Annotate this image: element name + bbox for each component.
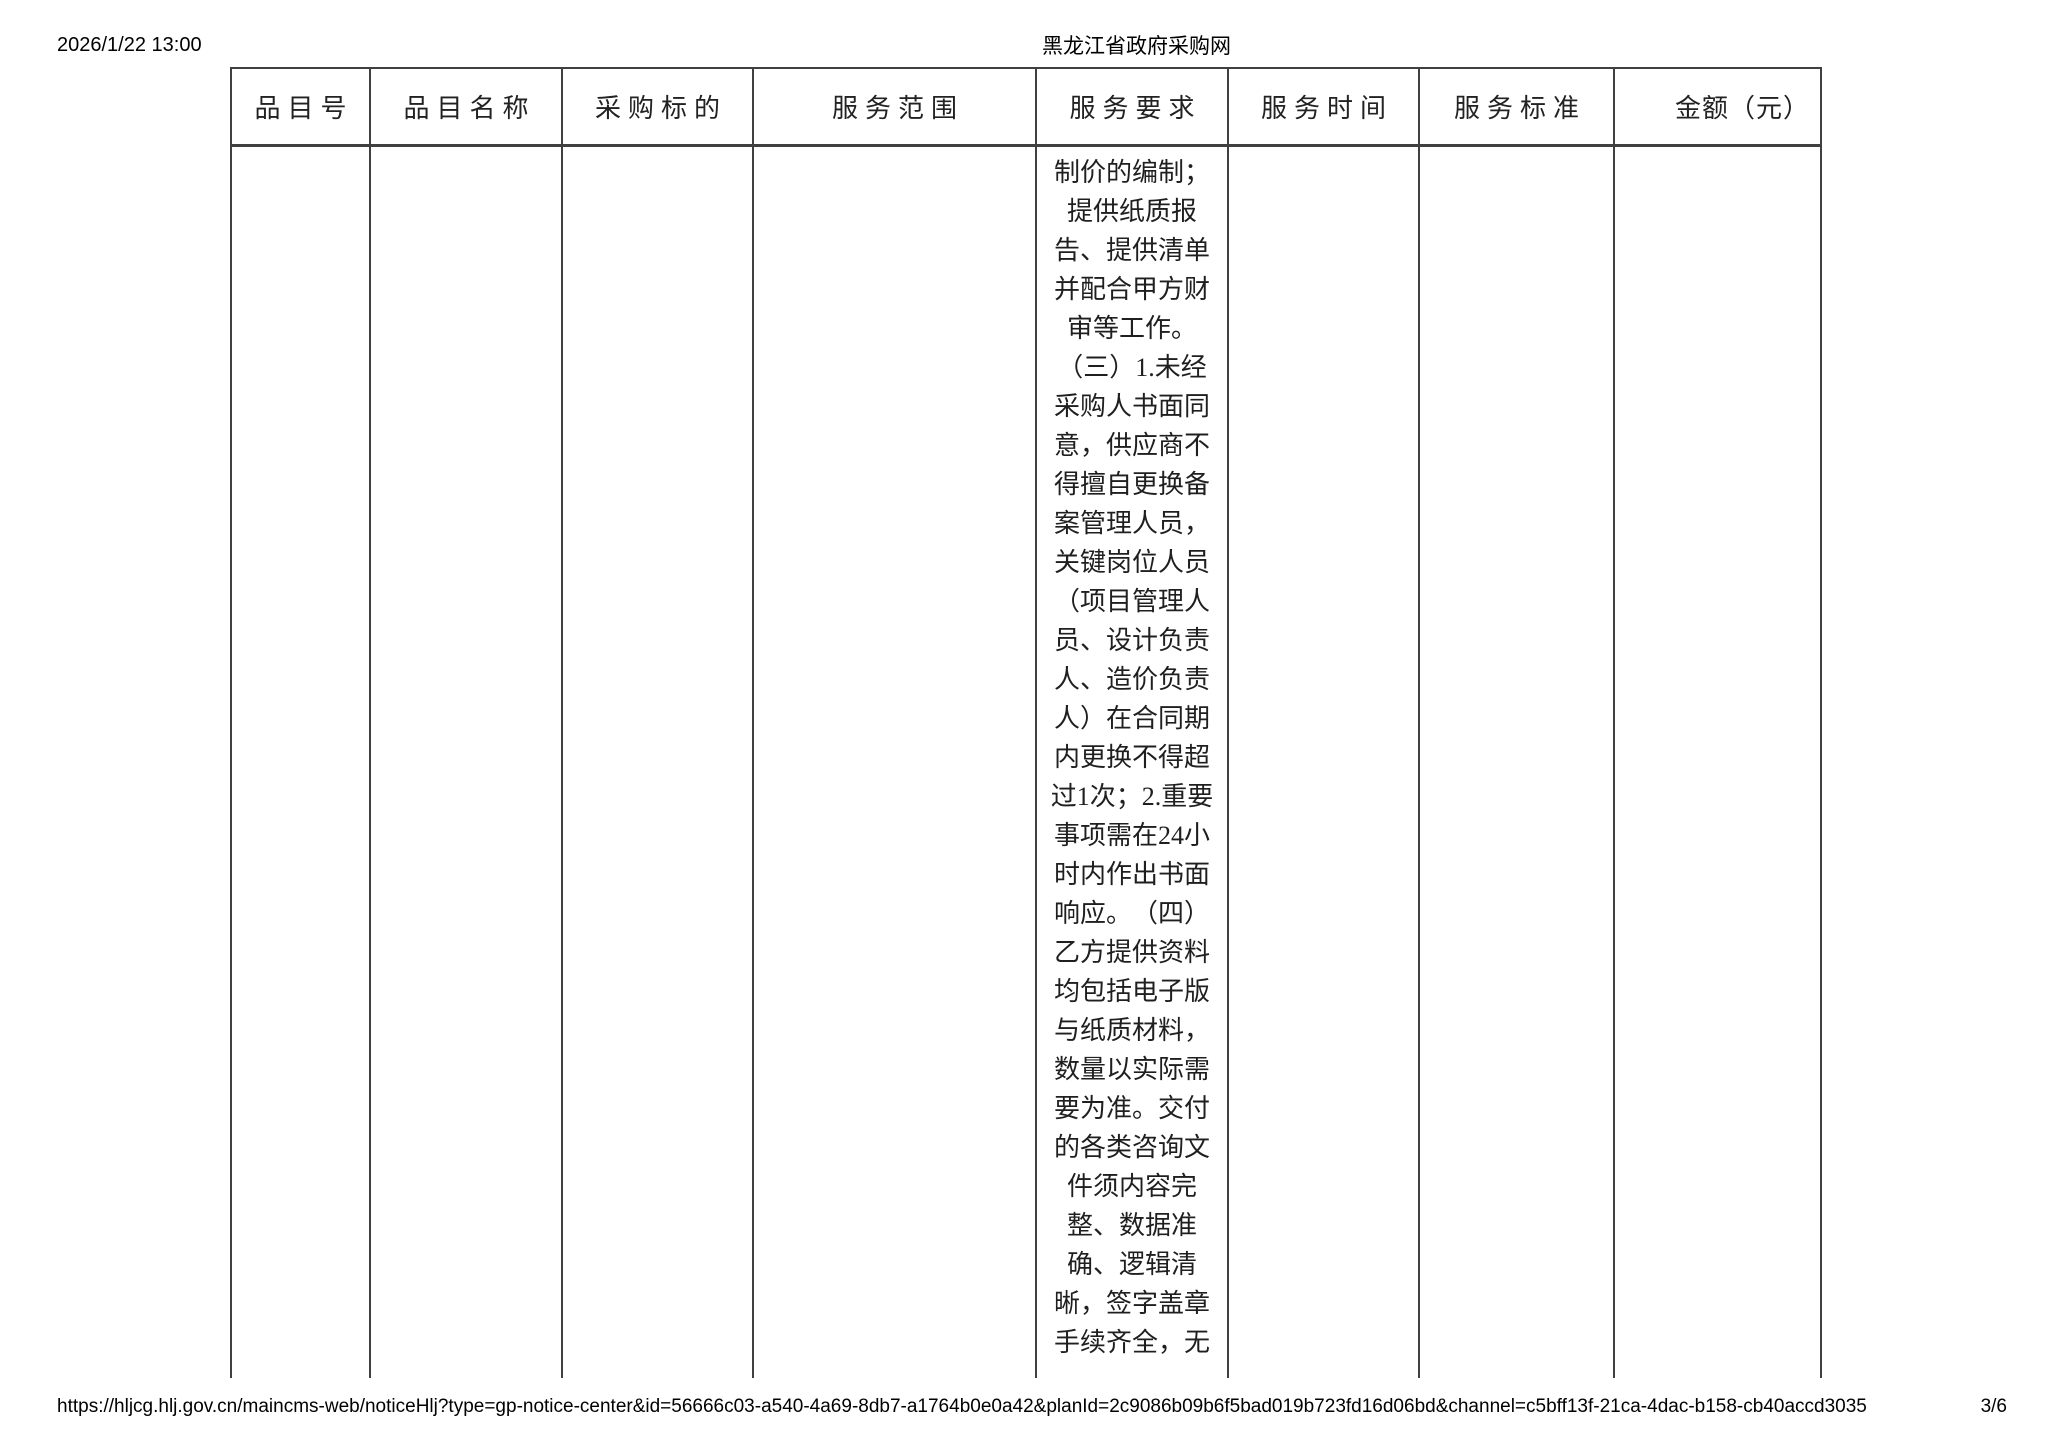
print-footer-page-number: 3/6 [1980,1396,2007,1417]
table-body-row: 制价的编制； 提供纸质报 告、提供清单 并配合甲方财 审等工作。 （三）1.未经… [232,147,1820,1378]
col-header-service-standard: 服务标准 [1420,69,1615,144]
print-footer-url: https://hljcg.hlj.gov.cn/maincms-web/not… [57,1396,1867,1417]
print-header-date: 2026/1/22 13:00 [57,34,202,56]
table-header-row: 品目号 品目名称 采购标的 服务范围 服务要求 服务时间 服务标准 金额（元） [232,69,1820,147]
col-header-item-name: 品目名称 [371,69,563,144]
col-header-amount: 金额（元） [1674,94,1810,123]
col-header-service-requirements: 服务要求 [1037,69,1229,144]
col-header-service-scope: 服务范围 [754,69,1037,144]
cell-procurement-subject [563,147,754,1378]
cell-service-requirements: 制价的编制； 提供纸质报 告、提供清单 并配合甲方财 审等工作。 （三）1.未经… [1037,147,1229,1378]
col-header-service-time: 服务时间 [1229,69,1420,144]
cell-amount [1615,147,1820,1378]
cell-service-time [1229,147,1420,1378]
cell-item-name [371,147,563,1378]
print-header-title: 黑龙江省政府采购网 [1042,35,1231,58]
cell-service-standard [1420,147,1615,1378]
col-header-item-number: 品目号 [232,69,371,144]
cell-item-number [232,147,371,1378]
col-header-procurement-subject: 采购标的 [563,69,754,144]
cell-service-scope [754,147,1037,1378]
procurement-table: 品目号 品目名称 采购标的 服务范围 服务要求 服务时间 服务标准 金额（元） … [230,67,1822,1378]
